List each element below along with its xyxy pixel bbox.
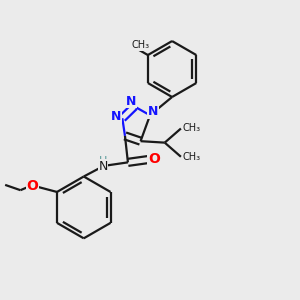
Text: CH₃: CH₃	[182, 152, 200, 162]
Text: O: O	[26, 179, 38, 194]
Text: CH₃: CH₃	[182, 123, 200, 133]
Text: N: N	[111, 110, 121, 123]
Text: N: N	[98, 160, 108, 173]
Text: N: N	[148, 105, 158, 118]
Text: O: O	[148, 152, 160, 166]
Text: H: H	[99, 156, 107, 166]
Text: CH₃: CH₃	[131, 40, 149, 50]
Text: N: N	[126, 94, 136, 108]
